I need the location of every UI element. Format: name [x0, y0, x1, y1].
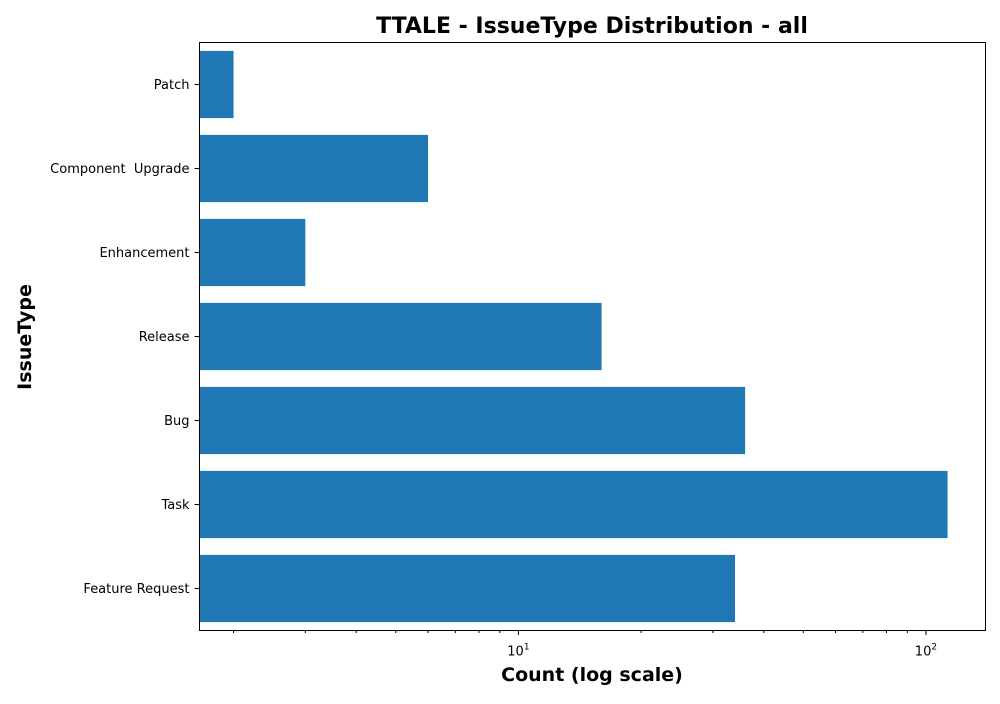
y-tick-label-release: Release	[139, 330, 190, 345]
y-tick-label-patch: Patch	[154, 78, 190, 93]
x-axis-ticks: 101 102	[233, 630, 937, 660]
y-tick-label-component-upgrade: Component Upgrade	[50, 162, 189, 177]
y-tick-label-enhancement: Enhancement	[99, 246, 189, 261]
bar-release	[199, 302, 602, 371]
y-tick-label-feature-request: Feature Request	[83, 582, 189, 597]
y-axis-label: IssueType	[14, 284, 36, 390]
x-axis-label: Count (log scale)	[501, 664, 683, 686]
bar-component-upgrade	[199, 134, 428, 203]
bar-enhancement	[199, 218, 306, 287]
x-tick-label-100: 102	[915, 643, 937, 660]
y-axis-ticks: Feature Request Task Bug Release Enhancement…	[50, 78, 200, 597]
bar-patch	[199, 50, 234, 119]
plot-frame	[199, 42, 986, 631]
y-tick-label-task: Task	[160, 498, 190, 513]
bar-feature-request	[199, 554, 736, 623]
bar-bug	[199, 386, 746, 455]
x-tick-label-10: 101	[507, 643, 529, 660]
bar-task	[199, 470, 948, 539]
bars-group	[199, 50, 948, 623]
chart-title: TTALE - IssueType Distribution - all	[376, 14, 808, 39]
y-tick-label-bug: Bug	[164, 414, 189, 429]
